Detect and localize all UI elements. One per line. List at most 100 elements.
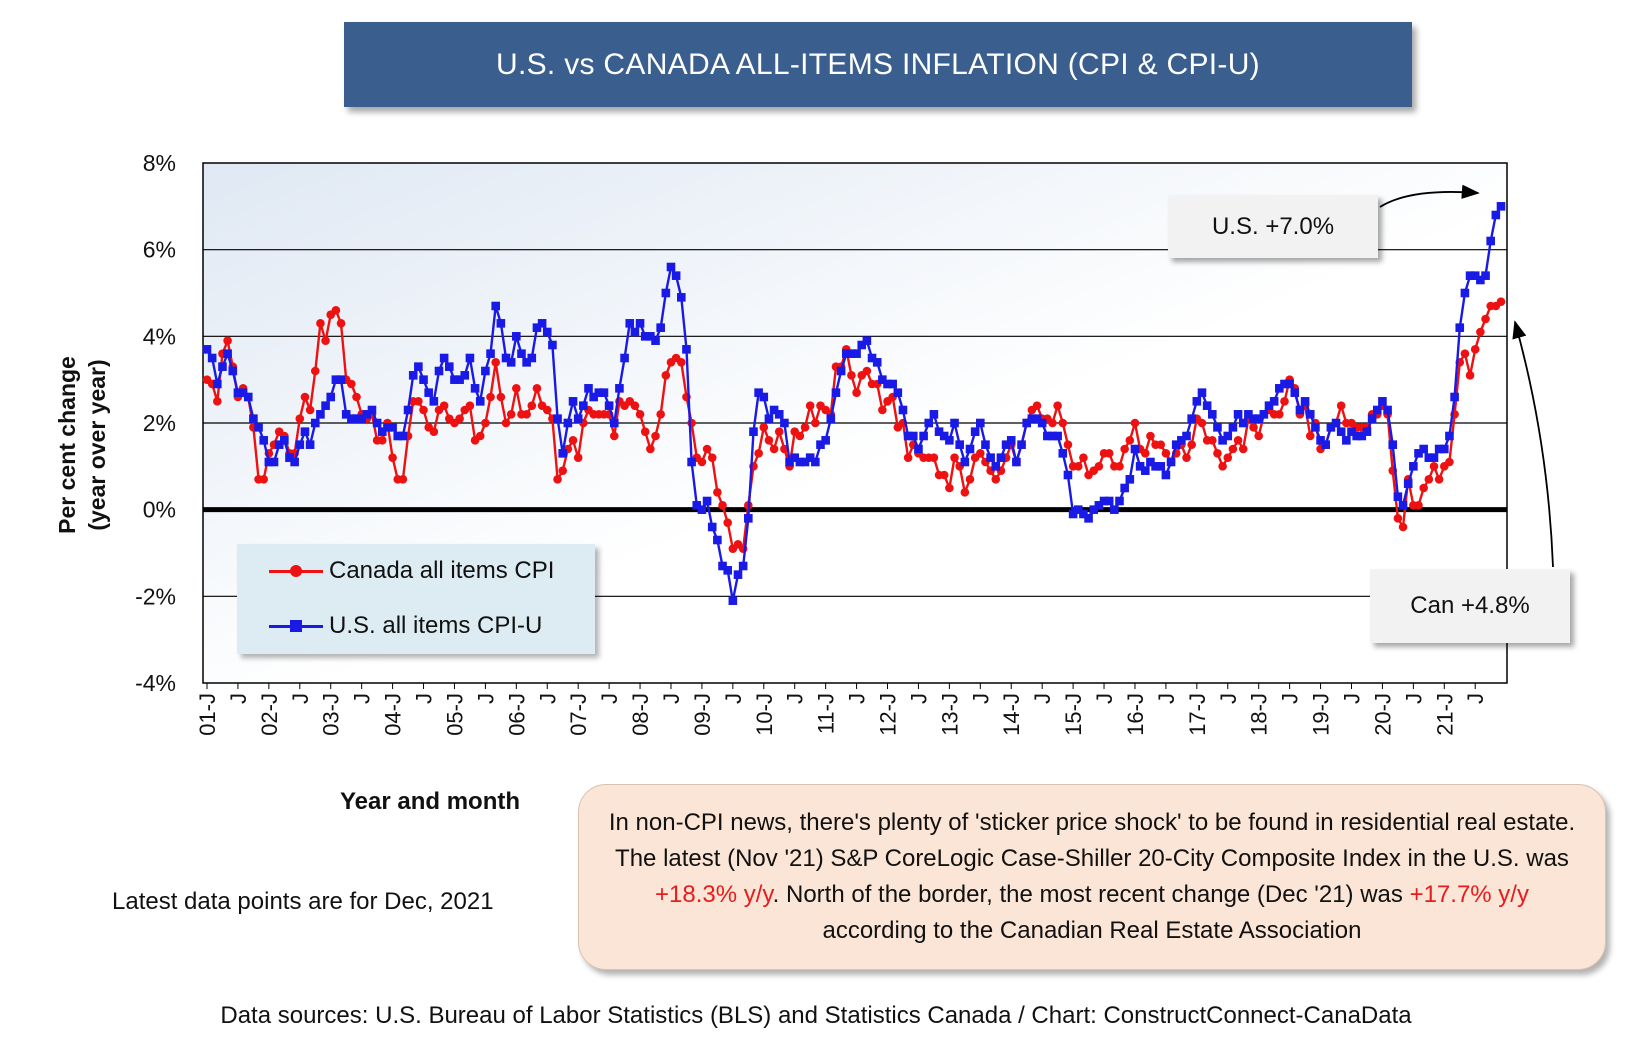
data-point-canada (852, 388, 861, 397)
us-callout: U.S. +7.0% (1168, 195, 1378, 258)
data-point-canada (1213, 449, 1222, 458)
x-tick-label: 10-J (752, 693, 777, 736)
data-point-canada (1094, 462, 1104, 471)
data-point-us (1022, 418, 1032, 428)
data-point-us (249, 414, 258, 423)
data-point-canada (573, 453, 583, 462)
data-point-us (1053, 431, 1062, 441)
data-point-canada (1419, 483, 1428, 493)
legend-swatch-canada (269, 556, 323, 586)
data-point-canada (805, 401, 815, 410)
data-point-canada (1460, 349, 1470, 358)
data-point-us (893, 388, 903, 397)
data-point-canada (754, 449, 763, 458)
data-point-us (1135, 462, 1145, 471)
x-tick-label: J (845, 693, 870, 704)
data-point-us (836, 366, 846, 376)
data-point-us (512, 332, 521, 341)
data-point-canada (295, 414, 305, 423)
data-point-canada (651, 431, 660, 441)
data-point-canada (1233, 436, 1243, 445)
data-point-us (207, 353, 217, 363)
data-point-us (1409, 462, 1418, 471)
data-point-us (1197, 388, 1207, 397)
data-point-canada (1393, 514, 1403, 523)
y-tick-label: -2% (135, 583, 176, 609)
data-point-us (367, 405, 377, 415)
data-point-us (238, 388, 248, 397)
data-point-canada (501, 418, 511, 428)
data-point-us (573, 414, 583, 423)
data-point-us (501, 353, 511, 363)
data-point-us (682, 345, 691, 354)
data-point-us (331, 375, 341, 384)
data-point-us (795, 457, 805, 467)
data-point-us (1352, 431, 1361, 441)
data-point-canada (1223, 453, 1233, 462)
data-point-us (826, 414, 836, 423)
data-point-us (1084, 514, 1093, 523)
data-point-canada (259, 475, 269, 484)
data-point-us (202, 345, 212, 354)
data-point-canada (1424, 475, 1434, 484)
data-point-canada (213, 397, 222, 406)
x-tick-label: 19-J (1309, 693, 1334, 736)
data-point-us (960, 457, 970, 467)
data-point-us (486, 349, 495, 358)
data-point-us (563, 418, 573, 428)
data-point-us (1496, 202, 1506, 211)
data-point-us (676, 293, 686, 302)
data-point-us (955, 440, 964, 449)
legend-swatch-us (269, 611, 323, 641)
data-point-us (800, 457, 810, 467)
x-tick-label: 14-J (999, 693, 1024, 736)
data-point-canada (630, 401, 640, 410)
data-point-us (537, 319, 547, 328)
data-point-canada (486, 392, 495, 402)
data-point-canada (568, 436, 578, 445)
data-point-canada (1120, 444, 1129, 454)
y-tick-label: 6% (143, 237, 176, 263)
data-point-us (1450, 392, 1459, 402)
data-point-us (656, 323, 665, 332)
x-tick-label: 20-J (1370, 693, 1395, 736)
data-point-us (640, 332, 650, 341)
data-point-us (718, 561, 727, 571)
data-point-us (1115, 496, 1124, 506)
y-tick-label: 2% (143, 410, 176, 436)
data-point-canada (527, 401, 537, 410)
data-point-canada (1481, 314, 1490, 324)
data-point-us (976, 418, 985, 428)
data-point-canada (305, 405, 315, 415)
data-point-us (1285, 379, 1294, 389)
data-point-us (398, 431, 408, 441)
data-point-us (1403, 479, 1413, 488)
data-point-canada (1115, 462, 1124, 471)
y-axis-label-main: Per cent change (54, 356, 80, 534)
data-point-canada (774, 427, 784, 436)
data-point-us (450, 375, 459, 384)
note-part1: In non-CPI news, there's plenty of 'stic… (608, 809, 1576, 872)
data-point-us (687, 457, 696, 467)
data-point-us (228, 366, 238, 376)
data-point-us (769, 405, 779, 415)
x-tick-label: J (473, 693, 498, 704)
data-point-canada (475, 431, 485, 441)
data-point-us (867, 353, 877, 363)
data-point-canada (1336, 401, 1346, 410)
x-tick-label: 01-J (195, 693, 220, 736)
data-point-canada (676, 358, 686, 367)
data-point-canada (1434, 475, 1444, 484)
data-point-us (542, 327, 552, 337)
data-point-canada (1207, 436, 1217, 445)
x-tick-label: J (783, 693, 808, 704)
data-point-canada (336, 319, 346, 328)
data-point-us (1336, 427, 1346, 436)
x-tick-label: J (412, 693, 437, 704)
data-point-us (465, 353, 475, 363)
data-point-canada (713, 488, 722, 497)
data-point-canada (718, 501, 727, 510)
data-point-us (929, 410, 939, 419)
data-point-canada (640, 427, 650, 436)
data-point-us (651, 336, 660, 345)
